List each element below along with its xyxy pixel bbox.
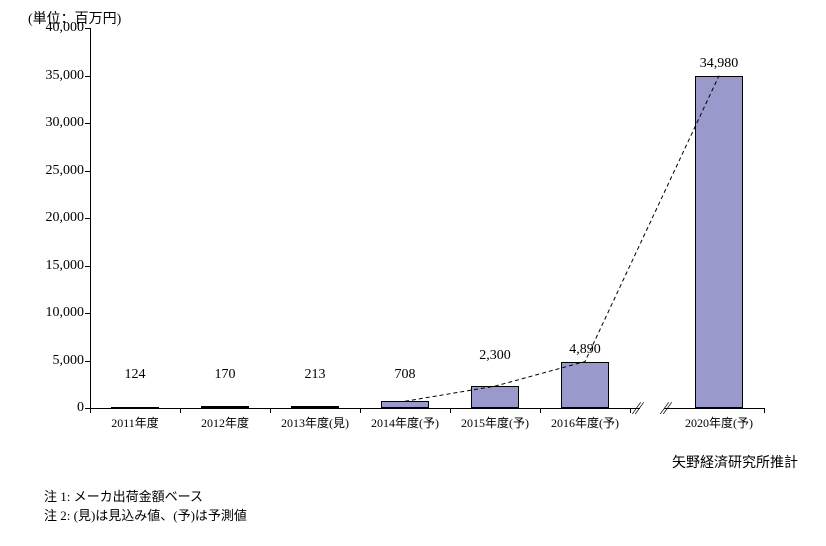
bar <box>381 401 429 408</box>
bar-value-label: 34,980 <box>700 56 739 72</box>
bar <box>695 76 743 408</box>
category-label: 2011年度 <box>111 414 159 431</box>
bar <box>561 362 609 408</box>
category-label: 2013年度(見) <box>281 414 349 431</box>
axis-break-icon: ∕∕ <box>635 399 641 417</box>
category-label: 2020年度(予) <box>685 414 753 431</box>
bar-value-label: 708 <box>395 367 416 383</box>
plot-area: 124 170 213 708 2,300 4,890 34,980 <box>0 0 826 408</box>
category-label: 2016年度(予) <box>551 414 619 431</box>
category-label: 2015年度(予) <box>461 414 529 431</box>
footnote-1: 注 1: メーカ出荷金額ベース <box>44 486 247 505</box>
bar-value-label: 170 <box>215 367 236 383</box>
axis-break-icon: ∕∕ <box>663 399 669 417</box>
category-label: 2012年度 <box>201 414 249 431</box>
bar-value-label: 213 <box>305 367 326 383</box>
bar <box>471 386 519 408</box>
bar-value-label: 4,890 <box>569 342 601 358</box>
footnote-2: 注 2: (見)は見込み値、(予)は予測値 <box>44 505 247 524</box>
footnotes: 注 1: メーカ出荷金額ベース 注 2: (見)は見込み値、(予)は予測値 <box>44 486 247 524</box>
bar-value-label: 124 <box>125 367 146 383</box>
category-labels: 2011年度 2012年度 2013年度(見) 2014年度(予) 2015年度(予) 2… <box>0 408 826 438</box>
bar-value-label: 2,300 <box>479 348 511 364</box>
chart-stage: (単位：百万円) 05,00010,00015,00020,00025,0003… <box>0 0 826 546</box>
chart-source: 矢野経済研究所推計 <box>672 452 798 472</box>
category-label: 2014年度(予) <box>371 414 439 431</box>
